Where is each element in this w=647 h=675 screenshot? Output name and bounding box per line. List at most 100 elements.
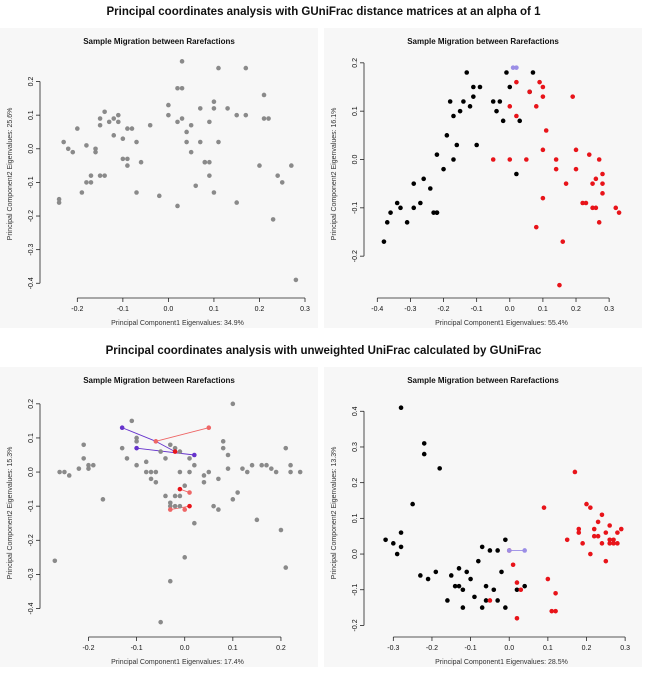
data-point-gray — [116, 112, 121, 118]
data-point-black — [394, 551, 400, 557]
data-point-gray — [216, 507, 221, 512]
x-tick-label: 0.1 — [209, 306, 219, 313]
data-point-gray — [177, 449, 183, 454]
x-tick-label: 0.0 — [504, 645, 514, 652]
data-point-black — [421, 451, 427, 457]
data-point-black — [437, 466, 442, 471]
data-point-black — [398, 405, 404, 411]
data-point-gray — [192, 520, 197, 526]
data-point-gray — [230, 401, 236, 407]
data-point-black — [421, 441, 427, 446]
data-point-red — [533, 104, 539, 109]
data-point-gray — [57, 469, 62, 475]
data-point-gray — [193, 183, 199, 189]
data-point-red — [543, 128, 549, 133]
data-point-gray — [125, 156, 130, 162]
data-point-gray — [93, 146, 98, 152]
data-point-black — [398, 205, 403, 211]
data-point-gray — [134, 139, 139, 145]
data-point-gray — [225, 106, 230, 111]
data-point-gray — [143, 459, 149, 465]
data-point-gray — [111, 133, 117, 138]
data-point-gray — [175, 85, 180, 91]
data-point-black — [479, 544, 485, 550]
data-point-red — [593, 176, 599, 182]
data-point-gray — [166, 102, 171, 108]
data-point-red — [540, 84, 546, 90]
data-point-red — [514, 615, 520, 621]
data-point-lavender — [514, 65, 519, 70]
y-tick-label: -0.3 — [28, 568, 35, 580]
data-point-gray — [175, 203, 180, 209]
x-tick-label: -0.1 — [117, 306, 129, 313]
data-point-black — [441, 166, 446, 172]
data-point-black — [461, 99, 466, 104]
data-point-gray — [197, 106, 203, 111]
data-point-gray — [91, 462, 96, 468]
y-axis-label: Principal Component2 Eigenvalues: 16.1% — [331, 108, 338, 241]
panel-title: Sample Migration between Rarefactions — [83, 376, 235, 385]
data-point-red — [600, 171, 605, 177]
data-point-black — [495, 548, 500, 553]
data-point-purple — [119, 425, 125, 431]
data-point-gray — [111, 116, 117, 121]
data-point-black — [517, 118, 523, 124]
data-point-gray — [70, 149, 76, 155]
data-point-gray — [269, 466, 274, 471]
data-point-red — [596, 157, 602, 162]
data-point-gray — [234, 112, 239, 118]
data-point-black — [394, 200, 400, 206]
data-point-gray — [158, 449, 163, 454]
y-tick-label: 0.4 — [352, 406, 359, 416]
y-tick-label: 0.3 — [352, 442, 359, 452]
data-point-red — [588, 505, 593, 510]
data-point-black — [425, 576, 431, 582]
data-point-gray — [66, 473, 72, 478]
y-tick-label: 0.0 — [352, 155, 359, 165]
data-point-black — [491, 587, 497, 593]
data-point-red — [545, 576, 551, 582]
data-point-gray — [216, 476, 221, 482]
data-point-gray — [273, 469, 279, 475]
data-point-gray — [192, 462, 197, 468]
y-tick-label: -0.3 — [28, 244, 35, 256]
data-point-red — [590, 181, 595, 186]
data-point-red — [596, 220, 602, 225]
data-point-red — [518, 587, 524, 593]
x-axis-label: Principal Component1 Eigenvalues: 34.9% — [111, 320, 244, 327]
data-point-black — [479, 605, 485, 610]
data-point-gray — [75, 126, 80, 131]
data-point-gray — [134, 435, 139, 441]
data-point-gray — [167, 500, 173, 506]
pcoa-chart-bottom-right: Sample Migration between Rarefactions -0.… — [331, 376, 630, 666]
data-point-red — [595, 519, 601, 525]
data-point-gray — [216, 65, 221, 71]
y-tick-label: -0.4 — [28, 277, 35, 289]
data-point-red — [576, 526, 582, 532]
data-point-gray — [182, 555, 188, 560]
x-tick-label: -0.2 — [71, 306, 83, 313]
y-tick-label: 0.0 — [28, 467, 35, 477]
y-tick-label: 0.2 — [352, 478, 359, 488]
data-point-black — [418, 573, 423, 578]
data-point-lavender — [506, 548, 512, 553]
data-point-red — [584, 501, 589, 507]
data-point-gray — [97, 122, 103, 128]
data-point-red — [611, 541, 616, 546]
data-point-gray — [119, 445, 125, 451]
x-tick-label: 0.1 — [228, 645, 238, 652]
pcoa-panel-top-left: Sample Migration between Rarefactions -0.… — [0, 28, 318, 328]
data-point-gray — [177, 469, 183, 475]
data-point-red — [524, 157, 529, 162]
y-tick-label: -0.1 — [28, 500, 35, 512]
bottom-figure-title: Principal coordinates analysis with unwe… — [105, 345, 542, 357]
y-tick-label: -0.1 — [352, 584, 359, 596]
data-point-black — [447, 99, 453, 104]
data-point-salmon — [153, 439, 159, 444]
data-point-black — [448, 573, 454, 578]
data-point-black — [456, 566, 462, 571]
data-point-gray — [120, 156, 126, 162]
data-point-gray — [225, 466, 231, 471]
migration-segment — [155, 440, 176, 452]
data-point-red — [572, 469, 578, 475]
